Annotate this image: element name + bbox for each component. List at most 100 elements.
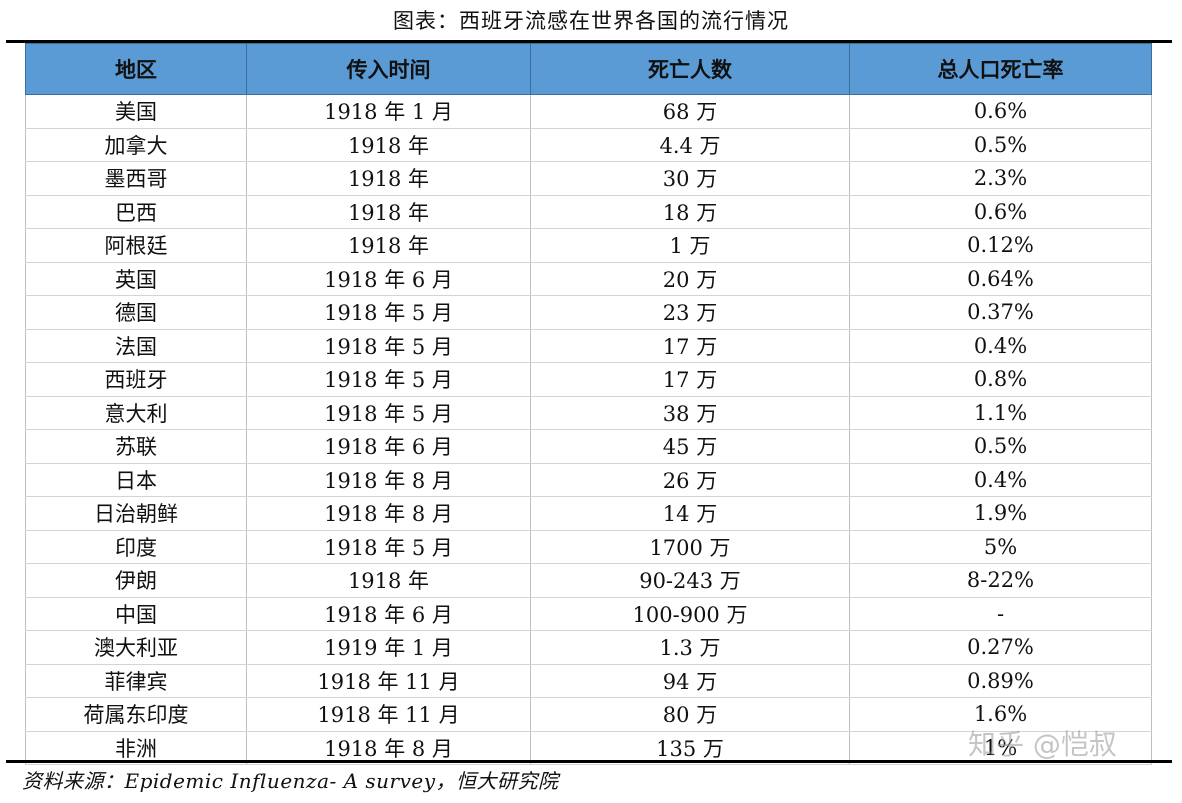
cell-arrival-time: 1918 年 6 月 <box>246 262 531 296</box>
cell-region: 中国 <box>25 597 247 631</box>
table-row: 苏联 1918 年 6 月 45 万 0.5% <box>25 429 1152 464</box>
cell-deaths: 94 万 <box>530 664 850 698</box>
cell-arrival-time: 1918 年 1 月 <box>246 94 531 129</box>
table-body: 美国 1918 年 1 月 68 万 0.6% 加拿大 1918 年 4.4 万 0.5% 墨西… <box>25 94 1152 765</box>
watermark: 知乎 @恺叔 <box>968 728 1117 761</box>
cell-mortality-rate: 0.64% <box>849 262 1152 296</box>
cell-mortality-rate: 0.12% <box>849 228 1152 263</box>
cell-mortality-rate: 0.89% <box>849 664 1152 698</box>
cell-mortality-rate: 0.8% <box>849 362 1152 397</box>
cell-deaths: 45 万 <box>530 429 850 464</box>
table-row: 荷属东印度 1918 年 11 月 80 万 1.6% <box>25 697 1152 732</box>
cell-mortality-rate: 0.37% <box>849 295 1152 330</box>
cell-deaths: 80 万 <box>530 697 850 732</box>
cell-region: 澳大利亚 <box>25 630 247 665</box>
table-row: 中国 1918 年 6 月 100-900 万- <box>25 597 1152 631</box>
source-note: 资料来源：Epidemic Influenza- A survey，恒大研究院 <box>22 769 559 793</box>
cell-arrival-time: 1918 年 11 月 <box>246 697 531 732</box>
cell-deaths: 17 万 <box>530 362 850 397</box>
cell-arrival-time: 1918 年 <box>246 195 531 229</box>
table-row: 巴西 1918 年 18 万 0.6% <box>25 195 1152 229</box>
cell-deaths: 38 万 <box>530 396 850 430</box>
cell-arrival-time: 1918 年 5 月 <box>246 329 531 363</box>
table-row: 菲律宾 1918 年 11 月 94 万 0.89% <box>25 664 1152 698</box>
cell-mortality-rate: 0.5% <box>849 128 1152 162</box>
cell-mortality-rate: 1.6% <box>849 697 1152 732</box>
cell-mortality-rate: 0.4% <box>849 463 1152 497</box>
table-row: 日本 1918 年 8 月 26 万 0.4% <box>25 463 1152 497</box>
table-row: 非洲 1918 年 8 月 135 万 1% <box>25 731 1152 765</box>
column-header-deaths: 死亡人数 <box>530 43 850 95</box>
cell-region: 阿根廷 <box>25 228 247 263</box>
cell-deaths: 17 万 <box>530 329 850 363</box>
cell-region: 美国 <box>25 94 247 129</box>
table-row: 英国 1918 年 6 月 20 万 0.64% <box>25 262 1152 296</box>
cell-deaths: 23 万 <box>530 295 850 330</box>
cell-deaths: 100-900 万 <box>530 597 850 631</box>
cell-mortality-rate: 1.1% <box>849 396 1152 430</box>
cell-mortality-rate: 0.4% <box>849 329 1152 363</box>
cell-mortality-rate: 0.6% <box>849 94 1152 129</box>
cell-region: 苏联 <box>25 429 247 464</box>
cell-region: 西班牙 <box>25 362 247 397</box>
cell-region: 日本 <box>25 463 247 497</box>
cell-mortality-rate: 0.27% <box>849 630 1152 665</box>
cell-arrival-time: 1918 年 <box>246 128 531 162</box>
cell-region: 伊朗 <box>25 563 247 598</box>
table-title: 图表：西班牙流感在世界各国的流行情况 <box>393 9 789 33</box>
cell-arrival-time: 1918 年 <box>246 228 531 263</box>
cell-arrival-time: 1918 年 <box>246 563 531 598</box>
cell-deaths: 1 万 <box>530 228 850 263</box>
cell-arrival-time: 1918 年 5 月 <box>246 362 531 397</box>
cell-deaths: 135 万 <box>530 731 850 765</box>
cell-mortality-rate: 8-22% <box>849 563 1152 598</box>
cell-mortality-rate: 0.5% <box>849 429 1152 464</box>
column-header-arrival-time: 传入时间 <box>246 43 531 95</box>
cell-arrival-time: 1919 年 1 月 <box>246 630 531 665</box>
cell-region: 日治朝鲜 <box>25 496 247 531</box>
cell-region: 印度 <box>25 530 247 564</box>
cell-mortality-rate: 0.6% <box>849 195 1152 229</box>
cell-arrival-time: 1918 年 <box>246 161 531 196</box>
cell-mortality-rate: - <box>849 597 1152 631</box>
column-header-mortality-rate: 总人口死亡率 <box>849 43 1152 95</box>
top-rule <box>6 40 1172 43</box>
table-row: 墨西哥 1918 年 30 万 2.3% <box>25 161 1152 196</box>
cell-deaths: 68 万 <box>530 94 850 129</box>
cell-arrival-time: 1918 年 5 月 <box>246 530 531 564</box>
column-header-region: 地区 <box>25 43 247 95</box>
cell-deaths: 14 万 <box>530 496 850 531</box>
cell-arrival-time: 1918 年 11 月 <box>246 664 531 698</box>
cell-arrival-time: 1918 年 5 月 <box>246 295 531 330</box>
cell-mortality-rate: 2.3% <box>849 161 1152 196</box>
table-row: 西班牙 1918 年 5 月 17 万 0.8% <box>25 362 1152 397</box>
cell-region: 非洲 <box>25 731 247 765</box>
table-row: 美国 1918 年 1 月 68 万 0.6% <box>25 94 1152 129</box>
cell-arrival-time: 1918 年 8 月 <box>246 731 531 765</box>
cell-region: 加拿大 <box>25 128 247 162</box>
cell-mortality-rate: 5% <box>849 530 1152 564</box>
cell-deaths: 18 万 <box>530 195 850 229</box>
cell-arrival-time: 1918 年 6 月 <box>246 597 531 631</box>
table-row: 伊朗 1918 年 90-243 万 8-22% <box>25 563 1152 598</box>
cell-region: 墨西哥 <box>25 161 247 196</box>
cell-deaths: 4.4 万 <box>530 128 850 162</box>
cell-arrival-time: 1918 年 6 月 <box>246 429 531 464</box>
cell-region: 法国 <box>25 329 247 363</box>
cell-arrival-time: 1918 年 8 月 <box>246 496 531 531</box>
cell-arrival-time: 1918 年 5 月 <box>246 396 531 430</box>
table-row: 意大利 1918 年 5 月 38 万 1.1% <box>25 396 1152 430</box>
table-row: 印度 1918 年 5 月 1700 万 5% <box>25 530 1152 564</box>
cell-deaths: 1700 万 <box>530 530 850 564</box>
table-row: 法国 1918 年 5 月 17 万 0.4% <box>25 329 1152 363</box>
cell-region: 德国 <box>25 295 247 330</box>
cell-deaths: 30 万 <box>530 161 850 196</box>
cell-deaths: 90-243 万 <box>530 563 850 598</box>
cell-arrival-time: 1918 年 8 月 <box>246 463 531 497</box>
cell-mortality-rate: 1.9% <box>849 496 1152 531</box>
cell-deaths: 26 万 <box>530 463 850 497</box>
cell-region: 巴西 <box>25 195 247 229</box>
table-row: 德国 1918 年 5 月 23 万 0.37% <box>25 295 1152 330</box>
header-row: 地区 传入时间 死亡人数 总人口死亡率 <box>25 43 1152 95</box>
